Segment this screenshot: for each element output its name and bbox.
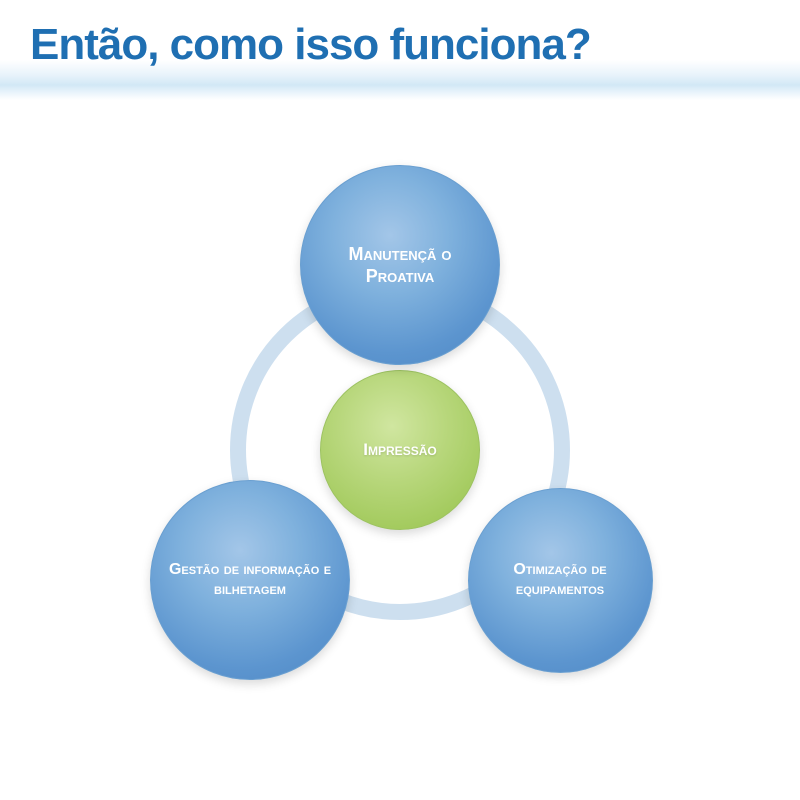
page-title: Então, como isso funciona? [30, 20, 770, 70]
center-node: Impressão [320, 370, 480, 530]
cycle-diagram: Impressão Manutençã o Proativa Gestão de… [140, 150, 660, 710]
node-bottom-right-label: Otimização de equipamentos [481, 560, 640, 600]
center-label: Impressão [333, 439, 467, 460]
node-bottom-left-label: Gestão de informação e bilhetagem [163, 560, 337, 600]
node-top-label: Manutençã o Proativa [313, 243, 487, 288]
node-bottom-left: Gestão de informação e bilhetagem [150, 480, 350, 680]
title-bar: Então, como isso funciona? [0, 0, 800, 100]
node-top: Manutençã o Proativa [300, 165, 500, 365]
node-bottom-right: Otimização de equipamentos [468, 488, 653, 673]
